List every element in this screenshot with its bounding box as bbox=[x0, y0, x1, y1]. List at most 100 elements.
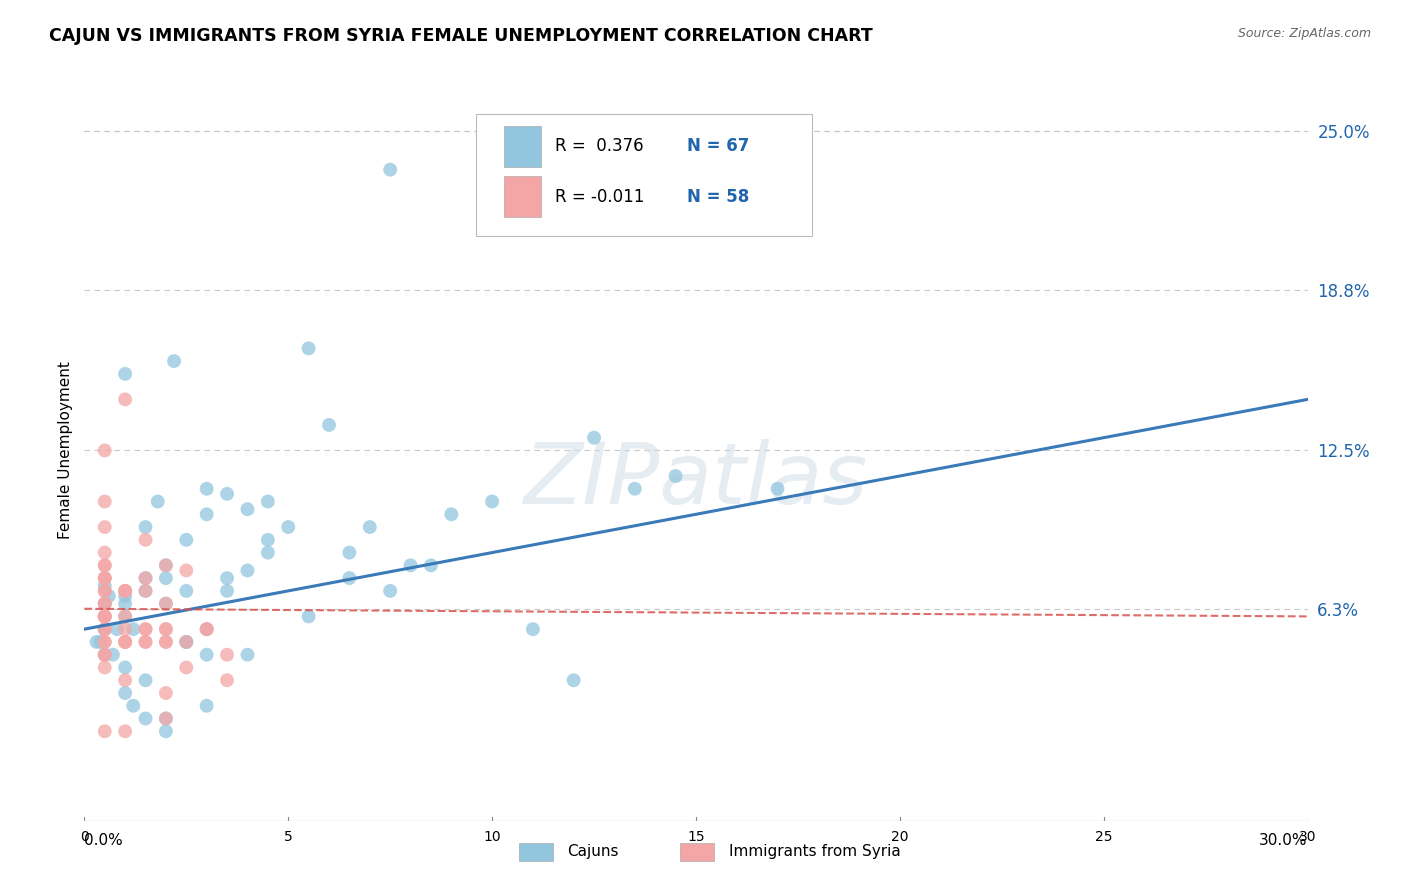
Point bbox=[93, 622, 115, 636]
Point bbox=[217, 571, 239, 585]
Point bbox=[257, 494, 280, 508]
Point bbox=[135, 583, 157, 598]
Point bbox=[195, 508, 218, 522]
Point bbox=[236, 564, 259, 578]
Point bbox=[155, 597, 177, 611]
FancyBboxPatch shape bbox=[681, 843, 714, 862]
Point bbox=[122, 622, 145, 636]
Point bbox=[624, 482, 647, 496]
Point bbox=[114, 609, 136, 624]
Point bbox=[174, 635, 197, 649]
Point bbox=[440, 508, 463, 522]
Text: CAJUN VS IMMIGRANTS FROM SYRIA FEMALE UNEMPLOYMENT CORRELATION CHART: CAJUN VS IMMIGRANTS FROM SYRIA FEMALE UN… bbox=[49, 27, 873, 45]
Text: N = 67: N = 67 bbox=[688, 137, 749, 155]
Point bbox=[114, 622, 136, 636]
Point bbox=[93, 558, 115, 573]
Point bbox=[135, 622, 157, 636]
Point bbox=[114, 635, 136, 649]
Point bbox=[114, 660, 136, 674]
Point bbox=[93, 609, 115, 624]
Point bbox=[174, 564, 197, 578]
Text: R = -0.011: R = -0.011 bbox=[555, 188, 645, 206]
Point bbox=[114, 367, 136, 381]
Point bbox=[93, 597, 115, 611]
Point bbox=[93, 443, 115, 458]
Point bbox=[155, 635, 177, 649]
Point bbox=[339, 571, 361, 585]
Point bbox=[217, 648, 239, 662]
Point bbox=[93, 583, 115, 598]
Text: 0.0%: 0.0% bbox=[84, 833, 124, 848]
Point bbox=[146, 494, 169, 508]
Text: R =  0.376: R = 0.376 bbox=[555, 137, 644, 155]
Point bbox=[135, 635, 157, 649]
Point bbox=[114, 583, 136, 598]
Point bbox=[339, 545, 361, 559]
FancyBboxPatch shape bbox=[503, 126, 541, 167]
Point bbox=[155, 635, 177, 649]
Point bbox=[155, 712, 177, 726]
Point bbox=[93, 660, 115, 674]
Point bbox=[93, 597, 115, 611]
Point bbox=[195, 648, 218, 662]
Point bbox=[665, 469, 688, 483]
Point bbox=[86, 635, 108, 649]
Point bbox=[155, 622, 177, 636]
Point bbox=[93, 635, 115, 649]
Point bbox=[318, 417, 340, 432]
Point bbox=[93, 648, 115, 662]
Point bbox=[155, 558, 177, 573]
Point bbox=[195, 622, 218, 636]
Point bbox=[135, 571, 157, 585]
Point bbox=[135, 635, 157, 649]
Point bbox=[93, 597, 115, 611]
Point bbox=[195, 622, 218, 636]
Point bbox=[93, 609, 115, 624]
Point bbox=[174, 660, 197, 674]
Point bbox=[217, 487, 239, 501]
Text: Source: ZipAtlas.com: Source: ZipAtlas.com bbox=[1237, 27, 1371, 40]
Point bbox=[217, 583, 239, 598]
Point bbox=[380, 162, 402, 177]
Point bbox=[163, 354, 186, 368]
Point bbox=[298, 609, 321, 624]
Point bbox=[298, 342, 321, 356]
Text: N = 58: N = 58 bbox=[688, 188, 749, 206]
Point bbox=[481, 494, 503, 508]
Point bbox=[155, 597, 177, 611]
Point bbox=[583, 431, 606, 445]
Point bbox=[93, 579, 115, 593]
Point bbox=[257, 545, 280, 559]
Text: Immigrants from Syria: Immigrants from Syria bbox=[728, 844, 901, 859]
Y-axis label: Female Unemployment: Female Unemployment bbox=[58, 361, 73, 540]
Point bbox=[114, 635, 136, 649]
Point bbox=[155, 686, 177, 700]
Point bbox=[114, 597, 136, 611]
Point bbox=[359, 520, 381, 534]
Point bbox=[236, 648, 259, 662]
Point bbox=[257, 533, 280, 547]
Point bbox=[114, 583, 136, 598]
Point bbox=[155, 571, 177, 585]
Point bbox=[93, 648, 115, 662]
Point bbox=[236, 502, 259, 516]
Point bbox=[766, 482, 789, 496]
Point bbox=[93, 609, 115, 624]
Point bbox=[174, 635, 197, 649]
Text: ZIPatlas: ZIPatlas bbox=[524, 439, 868, 522]
Point bbox=[195, 622, 218, 636]
Point bbox=[114, 609, 136, 624]
Point bbox=[114, 583, 136, 598]
Text: 30.0%: 30.0% bbox=[1260, 833, 1308, 848]
Point bbox=[114, 673, 136, 688]
Point bbox=[155, 724, 177, 739]
Point bbox=[380, 583, 402, 598]
FancyBboxPatch shape bbox=[503, 177, 541, 217]
Point bbox=[217, 673, 239, 688]
Point bbox=[93, 648, 115, 662]
Point bbox=[135, 533, 157, 547]
Point bbox=[420, 558, 443, 573]
Point bbox=[93, 597, 115, 611]
Point bbox=[135, 712, 157, 726]
Point bbox=[155, 712, 177, 726]
